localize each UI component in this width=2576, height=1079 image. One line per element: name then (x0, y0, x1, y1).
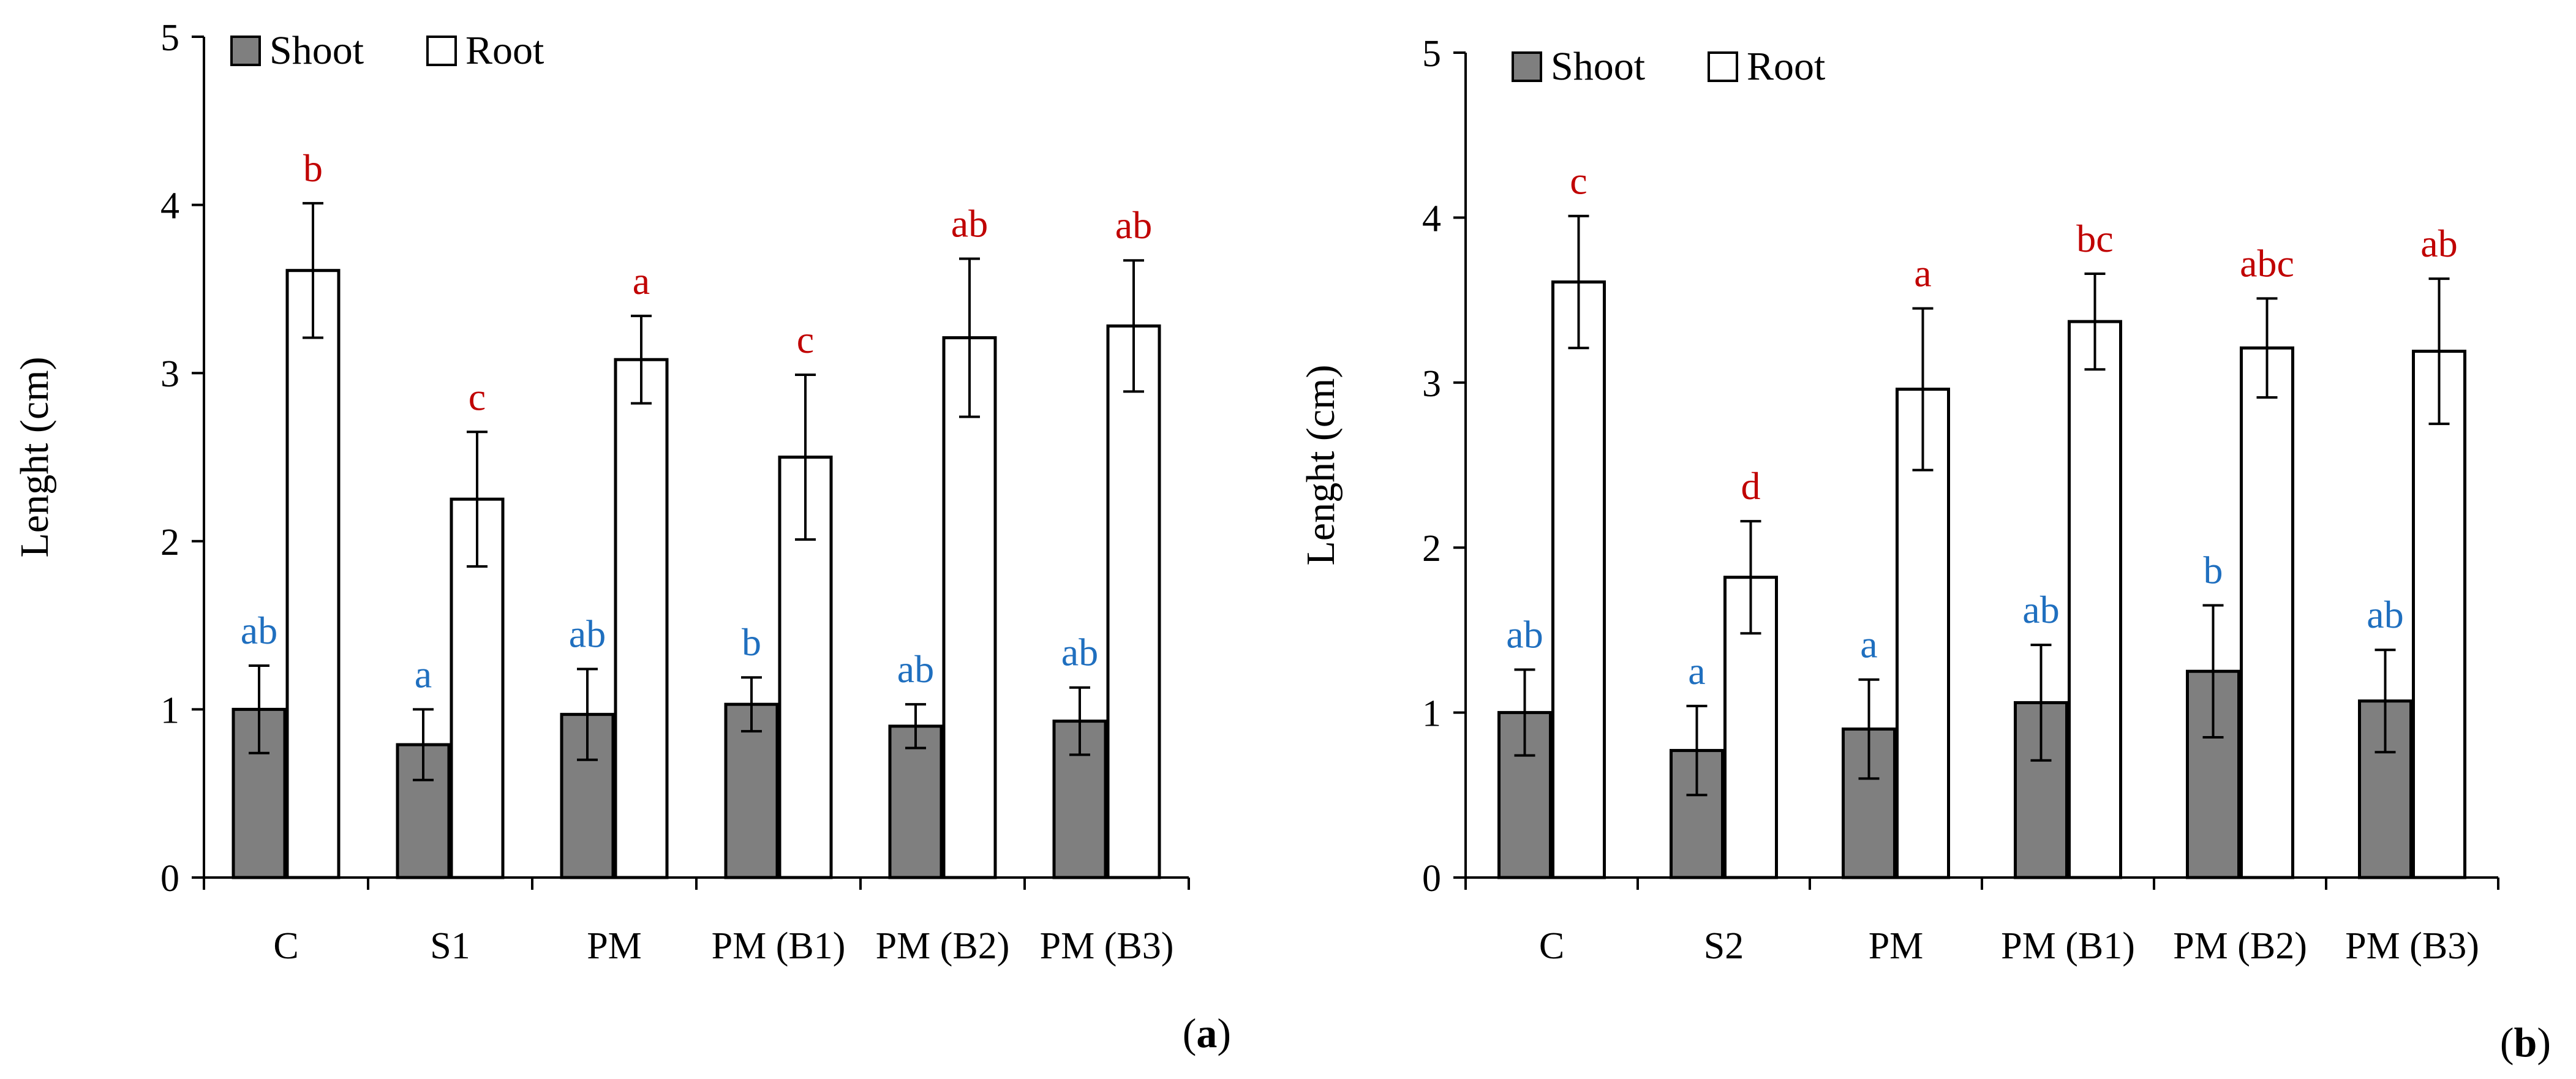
panel-a-root-bar (614, 358, 669, 879)
panel-a-panel-label-letter: a (1196, 1010, 1217, 1056)
chart-panel-a: 0 1 2 3 4 5 Lenght (cm) Cab b S1 a c PM ab a PM (B1) b c P… (12, 17, 1231, 1056)
panel-b-root-significance-letter: c (1570, 159, 1587, 203)
panel-b-y-axis-title: Lenght (cm) (1298, 364, 1343, 565)
panel-b-legend-shoot-label: Shoot (1551, 44, 1645, 89)
panel-b-y-tick-label: 2 (1422, 528, 1441, 570)
panel-a-legend-root-label: Root (465, 28, 544, 73)
panel-b-shoot-significance-letter: b (2204, 548, 2223, 592)
panel-b-root-significance-letter: abc (2240, 241, 2294, 285)
panel-a-y-axis-title: Lenght (cm) (12, 356, 57, 557)
panel-a-root-significance-letter: c (469, 375, 486, 418)
panel-a-panel-label-close: ) (1217, 1010, 1231, 1056)
panel-a-y-tick-label: 5 (160, 17, 179, 59)
panel-a-category-label: PM (B3) (1040, 925, 1174, 967)
panel-b-y-tick-label: 5 (1422, 33, 1441, 75)
panel-b-root-bar (2240, 346, 2294, 879)
panel-b-shoot-significance-letter: ab (2367, 593, 2403, 636)
panel-b-root-bar (2068, 320, 2122, 879)
panel-a-y-tick-label: 1 (160, 690, 179, 731)
panel-a-root-bar (1106, 324, 1161, 879)
panel-b-root-significance-letter: ab (2420, 222, 2457, 265)
panel-a-shoot-significance-letter: a (415, 652, 432, 696)
panel-a-root-significance-letter: ab (1115, 203, 1152, 247)
panel-b-category-label: S2 (1704, 925, 1744, 967)
panel-b-legend-shoot-swatch (1512, 51, 1542, 82)
panel-b-shoot-significance-letter: a (1860, 623, 1877, 666)
panel-a-root-significance-letter: c (797, 318, 814, 361)
panel-a-y-tick-label: 4 (160, 186, 179, 227)
panel-b-root-bar (1551, 280, 1606, 879)
panel-a-shoot-significance-letter: b (742, 620, 761, 664)
panel-b-shoot-significance-letter: ab (1506, 613, 1543, 656)
panel-a-category-label: PM (587, 925, 642, 967)
panel-b-panel-label: (b) (2500, 1019, 2551, 1066)
panel-a-shoot-significance-letter: ab (1061, 631, 1098, 674)
panel-b-legend-root-label: Root (1747, 44, 1825, 89)
panel-b-y-tick-label: 4 (1422, 198, 1441, 239)
panel-a-shoot-significance-letter: ab (569, 612, 606, 655)
panel-b-category-label: PM (1869, 925, 1924, 967)
panel-a-root-bar (285, 269, 341, 879)
panel-a-shoot-significance-letter: ab (241, 609, 277, 652)
panel-a-root-bar (942, 336, 997, 879)
panel-b-category-label: PM (B3) (2345, 925, 2479, 967)
panel-a-root-significance-letter: ab (951, 201, 988, 245)
panel-b-root-bar (2412, 350, 2466, 879)
panel-b-shoot-significance-letter: a (1688, 649, 1705, 693)
panel-a-category-label: C (273, 925, 298, 967)
panel-a-panel-label-open: ( (1183, 1010, 1197, 1056)
panel-a-y-tick-label: 3 (160, 353, 179, 395)
panel-b-y-tick-label: 3 (1422, 363, 1441, 405)
panel-a-category-label: PM (B1) (712, 925, 846, 967)
panel-b-panel-label-open: ( (2500, 1019, 2514, 1066)
panel-a-legend-shoot-label: Shoot (269, 28, 364, 73)
panel-b-panel-label-letter: b (2514, 1019, 2537, 1066)
panel-b-y-tick-label: 0 (1422, 858, 1441, 900)
panel-a-root-significance-letter: a (633, 259, 650, 303)
panel-a-root-significance-letter: b (303, 146, 323, 190)
panel-a-category-label: PM (B2) (876, 925, 1010, 967)
panel-b-shoot-significance-letter: ab (2022, 588, 2059, 631)
panel-a-legend-shoot-swatch (230, 36, 261, 66)
panel-b-root-significance-letter: d (1741, 464, 1761, 508)
panel-b-category-label: C (1539, 925, 1564, 967)
panel-a-y-tick-label: 2 (160, 522, 179, 563)
panel-b-category-label: PM (B1) (2001, 925, 2135, 967)
panel-b-root-significance-letter: a (1914, 252, 1931, 295)
panel-a-y-tick-label: 0 (160, 858, 179, 900)
panel-b-legend-root-swatch (1708, 51, 1738, 82)
panel-a-legend-root-swatch (426, 36, 457, 66)
panel-b-root-significance-letter: bc (2076, 217, 2113, 260)
panel-a-shoot-bar (724, 702, 779, 879)
panel-a-panel-label: (a) (1183, 1010, 1231, 1056)
panel-a-shoot-significance-letter: ab (897, 647, 934, 691)
panel-b-y-tick-label: 1 (1422, 693, 1441, 735)
panel-a-category-label: S1 (430, 925, 470, 967)
panel-b-panel-label-close: ) (2537, 1019, 2551, 1066)
panel-b-category-label: PM (B2) (2173, 925, 2307, 967)
